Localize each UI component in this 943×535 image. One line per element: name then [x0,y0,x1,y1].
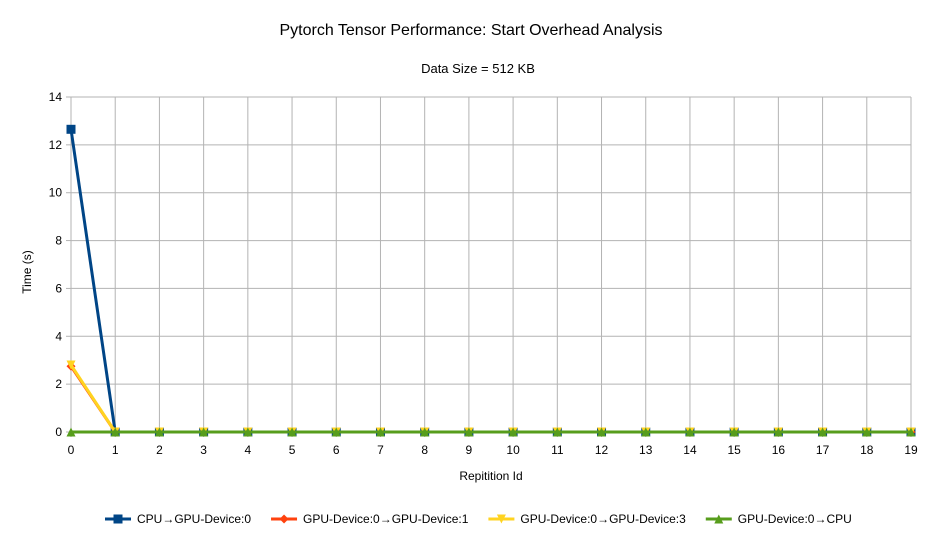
data-point [773,427,783,437]
data-point [862,427,872,437]
data-point [464,427,474,437]
series-line [69,364,911,434]
legend-marker [714,514,724,524]
legend-entry: GPU-Device:0→CPU [705,512,852,526]
series-group [66,361,916,437]
legend-entry: GPU-Device:0→GPU-Device:1 [271,512,469,526]
data-point [287,427,297,437]
data-point [420,427,430,437]
x-tick-label: 1 [112,443,119,457]
legend-label: GPU-Device:0→GPU-Device:1 [303,512,469,526]
y-tick-label: 10 [49,186,63,200]
series-group [66,124,916,437]
data-point [154,427,164,437]
y-axis-label: Time (s) [20,250,34,294]
legend: CPU→GPU-Device:0 GPU-Device:0→GPU-Device:… [105,512,852,526]
grid [70,96,912,433]
x-tick-label: 16 [772,443,786,457]
legend-marker [496,514,506,524]
data-point [375,427,385,437]
x-tick-label: 18 [860,443,874,457]
x-tick-label: 13 [639,443,653,457]
x-tick-label: 11 [551,443,564,457]
chart-title: Pytorch Tensor Performance: Start Overhe… [280,22,663,39]
data-point [597,427,607,437]
y-tick-label: 2 [55,377,62,391]
chart-subtitle: Data Size = 512 KB [421,61,535,76]
series-group [66,360,916,437]
data-point [685,427,695,437]
legend-label: CPU→GPU-Device:0 [137,512,251,526]
x-tick-label: 9 [466,443,473,457]
x-tick-label: 14 [683,443,697,457]
legend-marker [113,514,123,524]
x-tick-label: 19 [904,443,918,457]
x-tick-label: 2 [156,443,163,457]
x-axis-label: Repitition Id [459,469,522,483]
data-point [331,427,341,437]
x-tick-label: 17 [816,443,830,457]
legend-entry: CPU→GPU-Device:0 [105,512,251,526]
legend-label: GPU-Device:0→CPU [738,512,852,526]
data-point [110,427,120,437]
data-point [552,427,562,437]
y-tick-label: 4 [55,329,62,343]
series-group [66,427,916,437]
data-point [906,427,916,437]
axes: 0 1 2 3 4 5 6 7 8 9 10 11 12 13 14 15 16 17 18 190246810121… [49,90,918,457]
x-tick-label: 3 [200,443,207,457]
data-point [508,427,518,437]
data-point [199,427,209,437]
y-tick-label: 12 [49,138,63,152]
data-point [243,427,253,437]
x-tick-label: 5 [289,443,296,457]
x-tick-label: 0 [68,443,75,457]
data-point [66,427,76,437]
series [66,124,916,437]
series-line [69,129,911,434]
data-point [66,360,76,370]
legend-entry: GPU-Device:0→GPU-Device:3 [488,512,686,526]
x-tick-label: 12 [595,443,609,457]
legend-marker [279,514,289,524]
data-point [818,427,828,437]
data-point [66,124,76,134]
x-tick-label: 10 [506,443,520,457]
x-tick-label: 4 [244,443,251,457]
x-tick-label: 6 [333,443,340,457]
y-tick-label: 8 [55,234,62,248]
y-tick-label: 0 [55,425,62,439]
series-line [69,365,911,434]
x-tick-label: 8 [421,443,428,457]
x-tick-label: 15 [727,443,741,457]
y-tick-label: 14 [49,90,63,104]
legend-label: GPU-Device:0→GPU-Device:3 [520,512,686,526]
data-point [729,427,739,437]
data-point [641,427,651,437]
x-tick-label: 7 [377,443,384,457]
y-tick-label: 6 [55,281,62,295]
